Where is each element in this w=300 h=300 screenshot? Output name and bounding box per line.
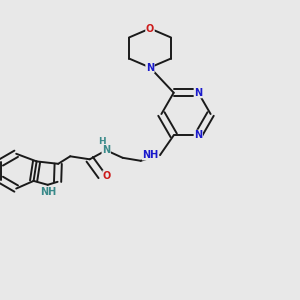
Text: O: O — [146, 23, 154, 34]
Text: N: N — [194, 130, 202, 140]
Text: N: N — [194, 88, 202, 98]
Text: H: H — [98, 137, 106, 146]
Text: O: O — [103, 171, 111, 181]
Text: N: N — [102, 145, 110, 155]
Text: NH: NH — [142, 150, 159, 160]
Text: NH: NH — [40, 187, 57, 197]
Text: N: N — [146, 62, 154, 73]
